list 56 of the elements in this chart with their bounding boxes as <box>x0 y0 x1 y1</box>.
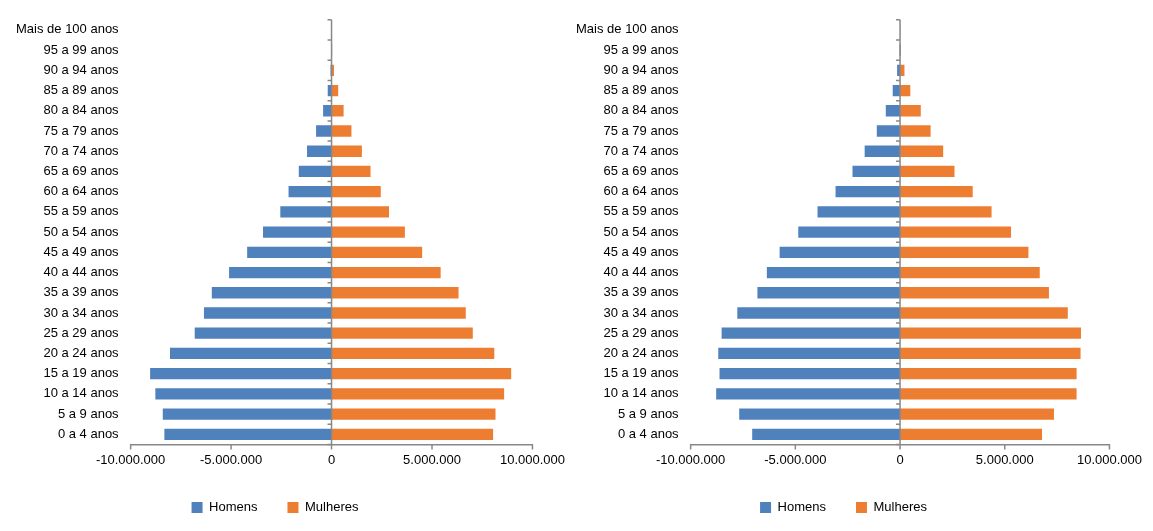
x-tick-label: -10.000.000 <box>655 451 726 467</box>
y-tick-label: 10 a 14 anos <box>43 385 120 401</box>
legend-label: Homens <box>209 499 258 515</box>
y-tick-label: 85 a 89 anos <box>603 82 680 98</box>
y-tick-label: 25 a 29 anos <box>43 324 120 340</box>
y-tick-label: 10 a 14 anos <box>603 385 680 401</box>
y-tick-label: 55 a 59 anos <box>603 203 680 219</box>
y-tick-label: 15 a 19 anos <box>603 365 680 381</box>
legend-label: Homens <box>777 499 827 515</box>
y-tick-label: 95 a 99 anos <box>603 41 680 57</box>
y-tick-label: 35 a 39 anos <box>43 284 120 300</box>
y-tick-label: 15 a 19 anos <box>43 365 120 381</box>
y-tick-label: 45 a 49 anos <box>43 243 120 259</box>
y-tick-label: 95 a 99 anos <box>43 41 120 57</box>
x-tick-label: -5.000.000 <box>764 451 827 467</box>
x-tick-label: 0 <box>327 451 336 467</box>
x-tick-label: 5.000.000 <box>975 451 1034 467</box>
y-tick-label: 5 a 9 anos <box>617 405 680 421</box>
y-tick-label: 65 a 69 anos <box>43 163 120 179</box>
x-tick-label: 5.000.000 <box>403 451 461 467</box>
y-tick-label: 0 a 4 anos <box>57 425 120 441</box>
y-tick-label: 75 a 79 anos <box>43 122 120 138</box>
y-tick-label: 45 a 49 anos <box>603 243 680 259</box>
x-tick-label: 10.000.000 <box>499 451 566 467</box>
x-tick-label: -10.000.000 <box>95 451 166 467</box>
y-tick-label: 20 a 24 anos <box>603 344 680 360</box>
y-tick-label: Mais de 100 anos <box>16 21 120 37</box>
y-tick-label: 85 a 89 anos <box>43 82 120 98</box>
y-tick-label: 70 a 74 anos <box>603 142 680 158</box>
y-tick-label: 75 a 79 anos <box>603 122 680 138</box>
y-tick-label: 25 a 29 anos <box>603 324 680 340</box>
y-tick-label: 0 a 4 anos <box>617 425 680 441</box>
y-tick-label: Mais de 100 anos <box>576 21 680 37</box>
y-tick-label: 60 a 64 anos <box>43 183 120 199</box>
y-tick-label: 35 a 39 anos <box>603 284 680 300</box>
y-tick-label: 40 a 44 anos <box>603 264 680 280</box>
y-tick-label: 20 a 24 anos <box>43 344 120 360</box>
y-tick-label: 30 a 34 anos <box>603 304 680 320</box>
x-tick-label: 10.000.000 <box>1076 451 1143 467</box>
y-tick-label: 50 a 54 anos <box>603 223 680 239</box>
y-tick-label: 5 a 9 anos <box>57 405 120 421</box>
y-tick-label: 55 a 59 anos <box>43 203 120 219</box>
y-tick-label: 30 a 34 anos <box>43 304 120 320</box>
y-tick-label: 65 a 69 anos <box>603 163 680 179</box>
x-tick-label: -5.000.000 <box>200 451 263 467</box>
y-tick-label: 90 a 94 anos <box>43 61 120 77</box>
y-tick-label: 70 a 74 anos <box>43 142 120 158</box>
legend-label: Mulheres <box>304 499 359 515</box>
legend-label: Mulheres <box>873 499 928 515</box>
y-tick-label: 90 a 94 anos <box>603 61 680 77</box>
y-tick-label: 60 a 64 anos <box>603 183 680 199</box>
y-tick-label: 80 a 84 anos <box>43 102 120 118</box>
y-tick-label: 40 a 44 anos <box>43 264 120 280</box>
y-tick-label: 50 a 54 anos <box>43 223 120 239</box>
x-tick-label: 0 <box>896 451 904 467</box>
y-tick-label: 80 a 84 anos <box>603 102 680 118</box>
